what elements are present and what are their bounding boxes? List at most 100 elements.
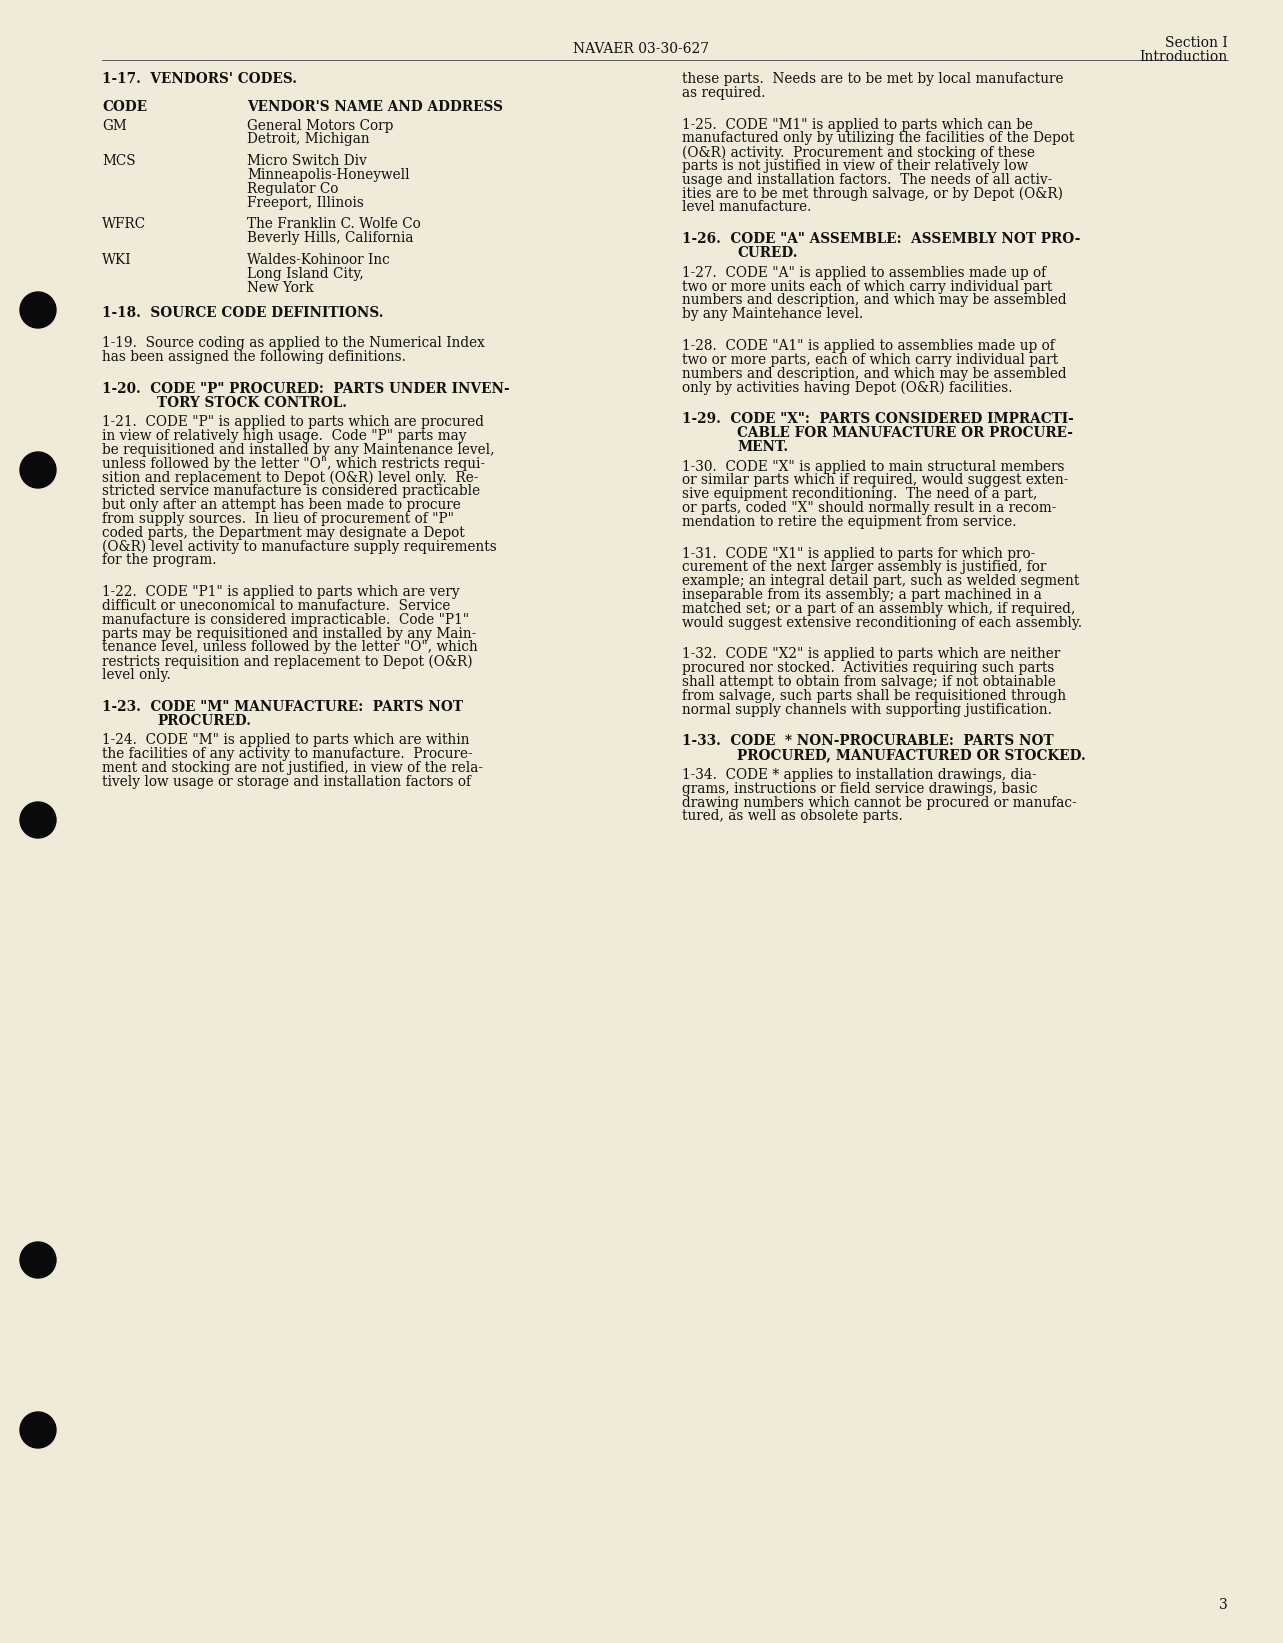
Text: MENT.: MENT.: [738, 440, 789, 453]
Text: drawing numbers which cannot be procured or manufac-: drawing numbers which cannot be procured…: [683, 795, 1078, 810]
Text: New York: New York: [248, 281, 314, 294]
Text: manufacture is considered impracticable.  Code "P1": manufacture is considered impracticable.…: [103, 613, 470, 626]
Text: Introduction: Introduction: [1139, 49, 1228, 64]
Text: CODE: CODE: [103, 100, 148, 113]
Ellipse shape: [21, 292, 56, 329]
Text: these parts.  Needs are to be met by local manufacture: these parts. Needs are to be met by loca…: [683, 72, 1064, 85]
Text: two or more parts, each of which carry individual part: two or more parts, each of which carry i…: [683, 353, 1058, 366]
Text: parts may be requisitioned and installed by any Main-: parts may be requisitioned and installed…: [103, 626, 476, 641]
Text: numbers and description, and which may be assembled: numbers and description, and which may b…: [683, 366, 1067, 381]
Text: 1-30.  CODE "X" is applied to main structural members: 1-30. CODE "X" is applied to main struct…: [683, 460, 1065, 473]
Text: PROCURED.: PROCURED.: [157, 713, 251, 728]
Text: The Franklin C. Wolfe Co: The Franklin C. Wolfe Co: [248, 217, 421, 232]
Text: ment and stocking are not justified, in view of the rela-: ment and stocking are not justified, in …: [103, 761, 482, 775]
Text: (O&R) activity.  Procurement and stocking of these: (O&R) activity. Procurement and stocking…: [683, 145, 1035, 159]
Text: example; an integral detail part, such as welded segment: example; an integral detail part, such a…: [683, 573, 1080, 588]
Text: procured nor stocked.  Activities requiring such parts: procured nor stocked. Activities requiri…: [683, 660, 1055, 675]
Text: or parts, coded "X" should normally result in a recom-: or parts, coded "X" should normally resu…: [683, 501, 1057, 514]
Text: curement of the next larger assembly is justified, for: curement of the next larger assembly is …: [683, 560, 1047, 575]
Text: for the program.: for the program.: [103, 554, 217, 567]
Text: General Motors Corp: General Motors Corp: [248, 118, 394, 133]
Text: sive equipment reconditioning.  The need of a part,: sive equipment reconditioning. The need …: [683, 488, 1038, 501]
Text: manufactured only by utilizing the facilities of the Depot: manufactured only by utilizing the facil…: [683, 131, 1075, 145]
Text: stricted service manufacture is considered practicable: stricted service manufacture is consider…: [103, 485, 480, 498]
Text: Micro Switch Div: Micro Switch Div: [248, 154, 367, 168]
Text: restricts requisition and replacement to Depot (O&R): restricts requisition and replacement to…: [103, 654, 472, 669]
Text: 1-33.  CODE  * NON-PROCURABLE:  PARTS NOT: 1-33. CODE * NON-PROCURABLE: PARTS NOT: [683, 734, 1055, 749]
Text: WKI: WKI: [103, 253, 132, 268]
Text: but only after an attempt has been made to procure: but only after an attempt has been made …: [103, 498, 461, 513]
Text: shall attempt to obtain from salvage; if not obtainable: shall attempt to obtain from salvage; if…: [683, 675, 1056, 688]
Text: Minneapolis-Honeywell: Minneapolis-Honeywell: [248, 168, 409, 182]
Text: 1-25.  CODE "M1" is applied to parts which can be: 1-25. CODE "M1" is applied to parts whic…: [683, 118, 1034, 131]
Ellipse shape: [21, 802, 56, 838]
Text: from supply sources.  In lieu of procurement of "P": from supply sources. In lieu of procurem…: [103, 513, 454, 526]
Text: sition and replacement to Depot (O&R) level only.  Re-: sition and replacement to Depot (O&R) le…: [103, 470, 479, 485]
Text: usage and installation factors.  The needs of all activ-: usage and installation factors. The need…: [683, 173, 1053, 187]
Text: 1-18.  SOURCE CODE DEFINITIONS.: 1-18. SOURCE CODE DEFINITIONS.: [103, 306, 384, 320]
Text: matched set; or a part of an assembly which, if required,: matched set; or a part of an assembly wh…: [683, 601, 1076, 616]
Text: tured, as well as obsolete parts.: tured, as well as obsolete parts.: [683, 810, 903, 823]
Text: by any Maintehance level.: by any Maintehance level.: [683, 307, 863, 320]
Text: CABLE FOR MANUFACTURE OR PROCURE-: CABLE FOR MANUFACTURE OR PROCURE-: [738, 426, 1074, 440]
Text: 1-24.  CODE "M" is applied to parts which are within: 1-24. CODE "M" is applied to parts which…: [103, 733, 470, 748]
Text: 1-31.  CODE "X1" is applied to parts for which pro-: 1-31. CODE "X1" is applied to parts for …: [683, 547, 1035, 560]
Text: PROCURED, MANUFACTURED OR STOCKED.: PROCURED, MANUFACTURED OR STOCKED.: [738, 748, 1087, 762]
Ellipse shape: [21, 1411, 56, 1447]
Text: inseparable from its assembly; a part machined in a: inseparable from its assembly; a part ma…: [683, 588, 1042, 601]
Text: Long Island City,: Long Island City,: [248, 266, 364, 281]
Text: Regulator Co: Regulator Co: [248, 182, 339, 196]
Text: CURED.: CURED.: [738, 246, 798, 260]
Text: TORY STOCK CONTROL.: TORY STOCK CONTROL.: [157, 396, 346, 409]
Text: in view of relatively high usage.  Code "P" parts may: in view of relatively high usage. Code "…: [103, 429, 467, 444]
Text: two or more units each of which carry individual part: two or more units each of which carry in…: [683, 279, 1053, 294]
Text: Beverly Hills, California: Beverly Hills, California: [248, 232, 413, 245]
Text: be requisitioned and installed by any Maintenance level,: be requisitioned and installed by any Ma…: [103, 444, 494, 457]
Text: tively low usage or storage and installation factors of: tively low usage or storage and installa…: [103, 775, 471, 789]
Text: from salvage, such parts shall be requisitioned through: from salvage, such parts shall be requis…: [683, 688, 1066, 703]
Text: Section I: Section I: [1165, 36, 1228, 49]
Ellipse shape: [21, 1242, 56, 1278]
Text: difficult or uneconomical to manufacture.  Service: difficult or uneconomical to manufacture…: [103, 600, 450, 613]
Text: 1-27.  CODE "A" is applied to assemblies made up of: 1-27. CODE "A" is applied to assemblies …: [683, 266, 1047, 279]
Text: numbers and description, and which may be assembled: numbers and description, and which may b…: [683, 294, 1067, 307]
Text: 1-32.  CODE "X2" is applied to parts which are neither: 1-32. CODE "X2" is applied to parts whic…: [683, 647, 1061, 662]
Text: level manufacture.: level manufacture.: [683, 200, 812, 214]
Text: 1-26.  CODE "A" ASSEMBLE:  ASSEMBLY NOT PRO-: 1-26. CODE "A" ASSEMBLE: ASSEMBLY NOT PR…: [683, 232, 1080, 246]
Text: the facilities of any activity to manufacture.  Procure-: the facilities of any activity to manufa…: [103, 748, 472, 761]
Text: coded parts, the Department may designate a Depot: coded parts, the Department may designat…: [103, 526, 464, 541]
Text: (O&R) level activity to manufacture supply requirements: (O&R) level activity to manufacture supp…: [103, 539, 497, 554]
Text: Freeport, Illinois: Freeport, Illinois: [248, 196, 364, 210]
Text: VENDOR'S NAME AND ADDRESS: VENDOR'S NAME AND ADDRESS: [248, 100, 503, 113]
Text: 1-19.  Source coding as applied to the Numerical Index: 1-19. Source coding as applied to the Nu…: [103, 337, 485, 350]
Text: would suggest extensive reconditioning of each assembly.: would suggest extensive reconditioning o…: [683, 616, 1083, 629]
Text: normal supply channels with supporting justification.: normal supply channels with supporting j…: [683, 703, 1052, 716]
Text: 1-28.  CODE "A1" is applied to assemblies made up of: 1-28. CODE "A1" is applied to assemblies…: [683, 338, 1055, 353]
Text: only by activities having Depot (O&R) facilities.: only by activities having Depot (O&R) fa…: [683, 381, 1014, 394]
Text: 1-22.  CODE "P1" is applied to parts which are very: 1-22. CODE "P1" is applied to parts whic…: [103, 585, 459, 600]
Text: WFRC: WFRC: [103, 217, 146, 232]
Text: 1-20.  CODE "P" PROCURED:  PARTS UNDER INVEN-: 1-20. CODE "P" PROCURED: PARTS UNDER INV…: [103, 381, 509, 396]
Ellipse shape: [21, 452, 56, 488]
Text: ities are to be met through salvage, or by Depot (O&R): ities are to be met through salvage, or …: [683, 187, 1064, 200]
Text: NAVAER 03-30-627: NAVAER 03-30-627: [574, 43, 709, 56]
Text: 1-29.  CODE "X":  PARTS CONSIDERED IMPRACTI-: 1-29. CODE "X": PARTS CONSIDERED IMPRACT…: [683, 412, 1074, 426]
Text: GM: GM: [103, 118, 127, 133]
Text: parts is not justified in view of their relatively low: parts is not justified in view of their …: [683, 159, 1029, 173]
Text: or similar parts which if required, would suggest exten-: or similar parts which if required, woul…: [683, 473, 1069, 488]
Text: 1-21.  CODE "P" is applied to parts which are procured: 1-21. CODE "P" is applied to parts which…: [103, 416, 484, 429]
Text: grams, instructions or field service drawings, basic: grams, instructions or field service dra…: [683, 782, 1038, 795]
Text: unless followed by the letter "O", which restricts requi-: unless followed by the letter "O", which…: [103, 457, 485, 472]
Text: as required.: as required.: [683, 85, 766, 100]
Text: tenance level, unless followed by the letter "O", which: tenance level, unless followed by the le…: [103, 641, 477, 654]
Text: Waldes-Kohinoor Inc: Waldes-Kohinoor Inc: [248, 253, 390, 268]
Text: 1-23.  CODE "M" MANUFACTURE:  PARTS NOT: 1-23. CODE "M" MANUFACTURE: PARTS NOT: [103, 700, 463, 713]
Text: mendation to retire the equipment from service.: mendation to retire the equipment from s…: [683, 514, 1017, 529]
Text: Detroit, Michigan: Detroit, Michigan: [248, 133, 370, 146]
Text: 1-17.  VENDORS' CODES.: 1-17. VENDORS' CODES.: [103, 72, 296, 85]
Text: 1-34.  CODE * applies to installation drawings, dia-: 1-34. CODE * applies to installation dra…: [683, 767, 1037, 782]
Text: MCS: MCS: [103, 154, 136, 168]
Text: level only.: level only.: [103, 669, 171, 682]
Text: has been assigned the following definitions.: has been assigned the following definiti…: [103, 350, 405, 365]
Text: 3: 3: [1219, 1599, 1228, 1612]
